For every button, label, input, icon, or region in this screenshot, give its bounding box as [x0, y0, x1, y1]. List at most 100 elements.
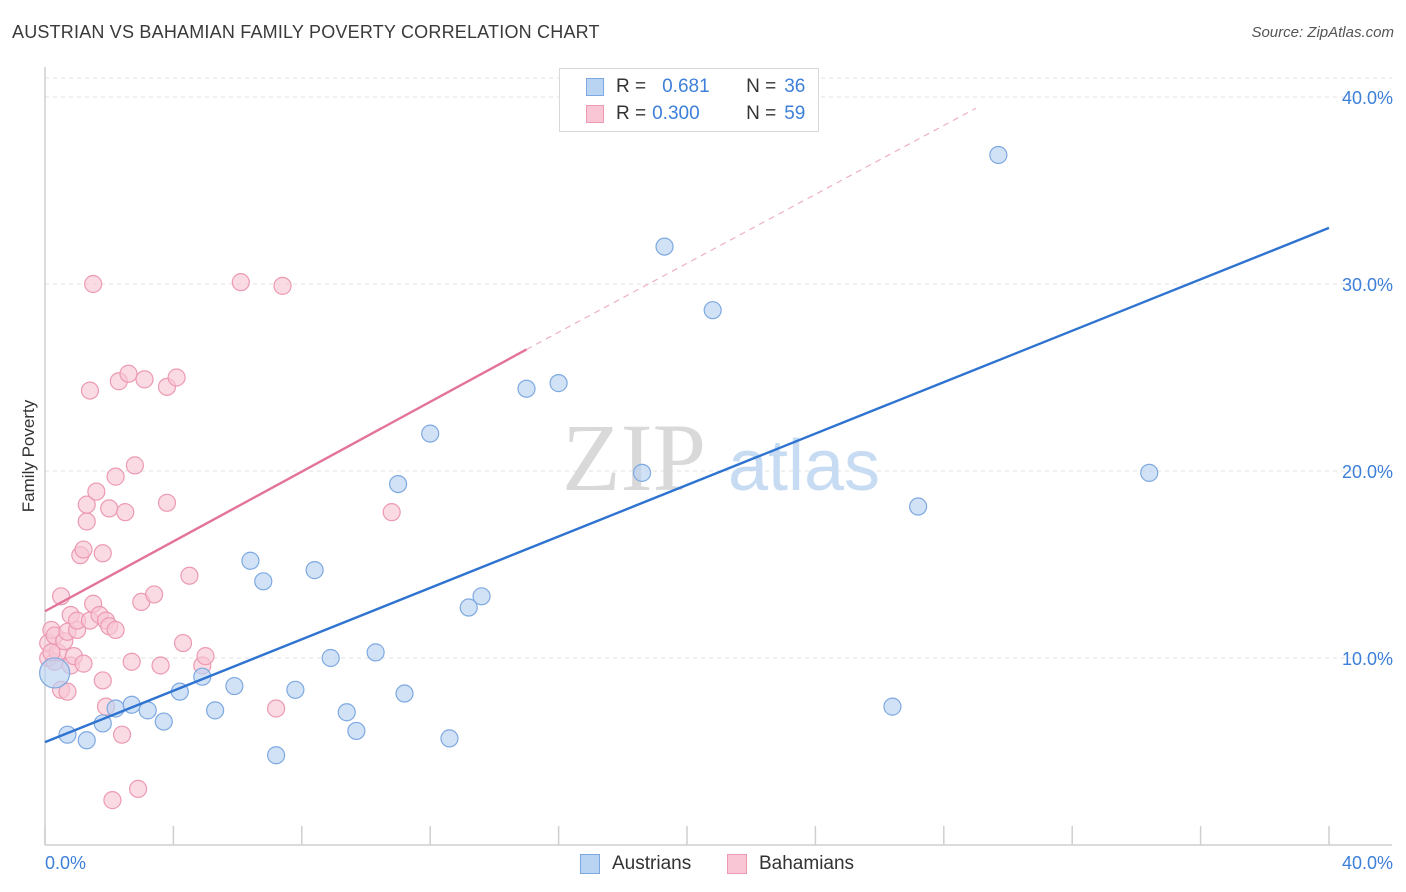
austrian-point	[366, 643, 385, 662]
y-tick-label: 10.0%	[1342, 649, 1393, 669]
bahamians-trend-extension	[526, 107, 977, 350]
legend-r-value: 0.681	[662, 76, 710, 97]
legend-r-label: R =	[616, 76, 647, 97]
x-tick-label-left: 0.0%	[45, 853, 86, 873]
chart-title: AUSTRIAN VS BAHAMIAN FAMILY POVERTY CORR…	[12, 22, 600, 42]
bottom-legend-label-bahamians: Bahamians	[759, 853, 855, 874]
bahamians-trend-line	[44, 348, 528, 613]
austrian-point	[286, 680, 305, 699]
austrian-point	[337, 703, 356, 722]
austrian-point	[989, 145, 1008, 165]
austrian-point	[549, 374, 568, 393]
bahamian-point	[106, 467, 125, 486]
austrian-point	[39, 657, 71, 689]
legend-r-label: R =	[616, 103, 647, 124]
bahamian-point	[231, 273, 250, 292]
bahamian-point	[77, 495, 96, 514]
legend-row-austrians: R = 0.681 N = 36	[586, 75, 805, 99]
austrian-point	[305, 561, 324, 580]
data-points	[39, 145, 1159, 810]
y-tick-label: 20.0%	[1342, 462, 1393, 482]
austrian-point	[421, 424, 440, 443]
austrian-point	[632, 463, 652, 482]
austrian-point	[154, 712, 173, 731]
trend-lines	[44, 107, 1330, 744]
bahamian-point	[267, 699, 286, 718]
bahamian-point	[180, 566, 199, 585]
austrians-trend-line	[44, 226, 1330, 744]
legend-swatch-austrians	[586, 78, 604, 96]
bahamian-point	[106, 620, 125, 640]
y-axis-label: Family Poverty	[19, 399, 38, 512]
watermark-zip: ZIP	[562, 404, 706, 511]
austrian-point	[77, 731, 96, 750]
austrian-point	[267, 746, 286, 765]
austrian-point	[321, 648, 340, 668]
bahamian-point	[135, 370, 154, 389]
bottom-legend-swatch-bahamians	[727, 854, 747, 874]
bahamian-point	[273, 276, 292, 295]
austrian-point	[395, 684, 414, 703]
austrian-point	[1140, 463, 1159, 482]
bahamian-point	[77, 512, 96, 531]
bahamian-point	[382, 503, 401, 522]
axes	[44, 67, 1392, 846]
x-tick-label-right: 40.0%	[1342, 853, 1393, 873]
bahamian-point	[112, 725, 132, 744]
bahamian-point	[151, 656, 170, 675]
legend-n-value: 36	[784, 76, 806, 97]
bahamian-point	[74, 654, 93, 673]
austrian-point	[517, 379, 536, 398]
austrian-point	[225, 676, 244, 696]
austrian-point	[254, 572, 273, 591]
bahamian-point	[122, 652, 141, 671]
austrian-point	[347, 721, 366, 741]
austrian-point	[883, 697, 902, 716]
bahamian-point	[80, 381, 100, 400]
austrian-point	[241, 551, 260, 570]
austrian-point	[206, 701, 225, 720]
legend-swatch-bahamians	[586, 105, 604, 123]
tick-labels: 10.0% 20.0% 30.0% 40.0% 0.0% 40.0%	[45, 88, 1393, 873]
bahamian-point	[93, 544, 112, 563]
austrian-point	[655, 237, 674, 256]
y-tick-label: 40.0%	[1342, 88, 1393, 108]
bahamian-point	[87, 482, 106, 501]
y-tick-label: 30.0%	[1342, 275, 1393, 295]
legend-r-value: 0.300	[652, 103, 700, 124]
bahamian-point	[119, 364, 138, 383]
bahamian-point	[167, 368, 186, 387]
bahamian-point	[93, 671, 112, 690]
austrian-point	[389, 474, 408, 494]
bottom-legend-swatch-austrians	[580, 854, 600, 874]
watermark: ZIP atlas	[562, 404, 880, 511]
bottom-legend-austrians: Austrians	[580, 851, 691, 877]
austrian-point	[472, 587, 491, 606]
bahamian-point	[100, 499, 119, 518]
gridlines	[45, 77, 1392, 659]
bahamian-point	[145, 585, 164, 604]
bahamian-point	[58, 682, 77, 701]
legend-n-label: N =	[746, 76, 777, 97]
bottom-legend-bahamians: Bahamians	[727, 851, 854, 877]
austrian-point	[909, 497, 928, 516]
bahamian-point	[74, 540, 93, 559]
bahamian-point	[84, 274, 103, 294]
austrian-point	[703, 301, 722, 320]
bottom-legend-label-austrians: Austrians	[612, 853, 692, 874]
bahamian-point	[128, 779, 148, 799]
austrian-point	[440, 729, 459, 748]
austrian-point	[459, 598, 478, 617]
legend-n-value: 59	[784, 103, 806, 124]
legend-row-bahamians: R = 0.300 N = 59	[586, 102, 805, 126]
bahamian-point	[116, 503, 135, 522]
source-label: Source: ZipAtlas.com	[1251, 24, 1394, 41]
bahamian-point	[173, 633, 193, 653]
bahamian-point	[196, 647, 215, 666]
bahamian-point	[103, 791, 122, 810]
legend-n-label: N =	[746, 103, 777, 124]
legend-box: R = 0.681 N = 36 R = 0.300 N = 59	[559, 68, 819, 132]
bahamian-point	[157, 493, 177, 512]
bahamian-point	[125, 456, 144, 475]
